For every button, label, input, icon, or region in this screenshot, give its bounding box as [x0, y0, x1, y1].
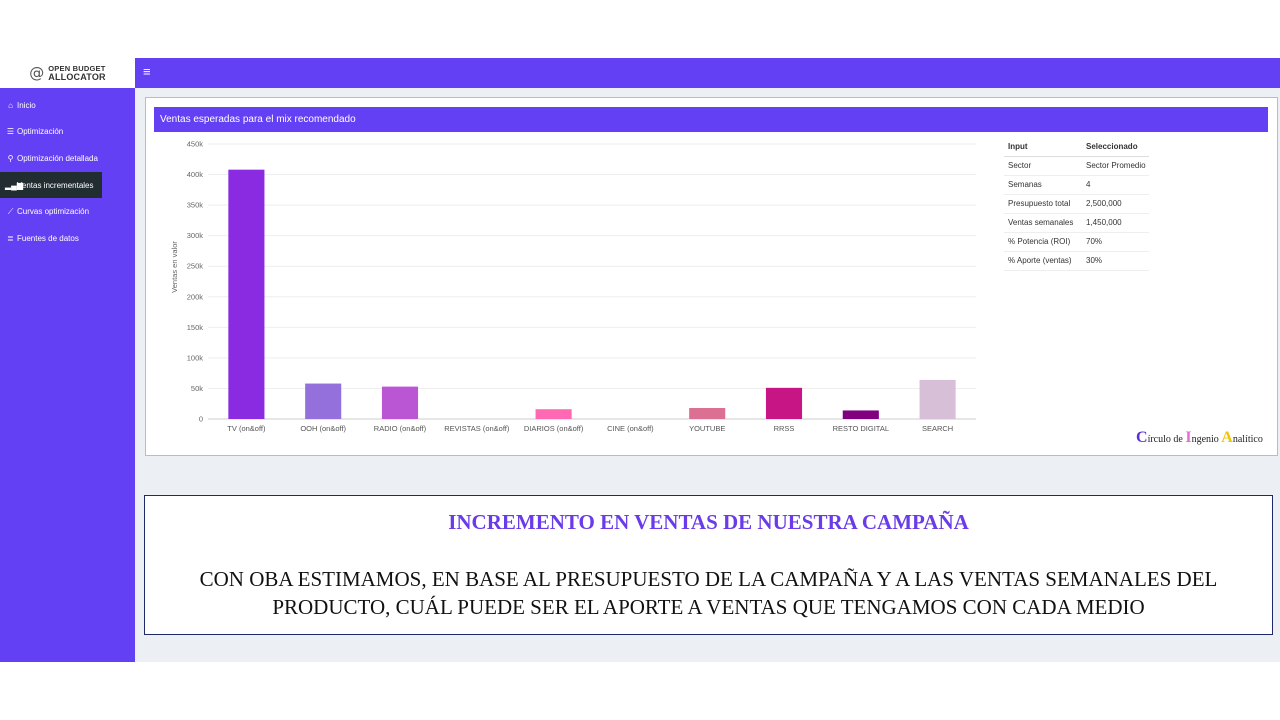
y-tick-label: 400k	[187, 170, 204, 179]
y-tick-label: 300k	[187, 231, 204, 240]
sidebar-item-optimizacion[interactable]: ☰ Optimización	[0, 119, 102, 145]
bar[interactable]	[842, 410, 879, 419]
table-cell: 70%	[1082, 232, 1149, 252]
logo-text: OPEN BUDGET ALLOCATOR	[48, 63, 106, 82]
bar[interactable]	[535, 409, 572, 419]
table-row: % Potencia (ROI) 70%	[1004, 232, 1149, 252]
sidebar-item-label: Ventas incrementales	[17, 180, 94, 190]
sidebar-item-optimizacion-detallada[interactable]: ⚲ Optimización detallada	[0, 145, 102, 171]
table-header-row: Input Seleccionado	[1004, 137, 1149, 157]
search-icon: ⚲	[7, 153, 14, 163]
y-tick-label: 50k	[191, 384, 203, 393]
table-cell: Ventas semanales	[1004, 213, 1082, 233]
bar[interactable]	[228, 169, 265, 419]
y-tick-label: 150k	[187, 323, 204, 332]
y-tick-label: 350k	[187, 201, 204, 210]
sidebar-item-label: Optimización detallada	[17, 153, 98, 163]
top-navbar: ≡	[135, 58, 1280, 88]
app-logo[interactable]: @ OPEN BUDGET ALLOCATOR	[0, 58, 135, 88]
logo-line-1: OPEN BUDGET	[48, 63, 106, 73]
x-tick-label: REVISTAS (on&off)	[444, 424, 510, 433]
x-tick-label: RRSS	[774, 424, 795, 433]
table-cell: 2,500,000	[1082, 194, 1149, 214]
logo-line-2: ALLOCATOR	[48, 71, 106, 82]
y-axis-ticks: 0 50k 100k 150k 200k 250k 300k 350k 400k 450k	[187, 140, 204, 424]
at-logo-icon: @	[29, 64, 45, 82]
x-tick-label: SEARCH	[922, 424, 953, 433]
brand-word-1: írculo de	[1147, 434, 1186, 445]
hamburger-icon[interactable]: ≡	[143, 64, 151, 79]
bar[interactable]	[305, 383, 342, 419]
y-tick-label: 450k	[187, 140, 204, 149]
campaign-callout-box: INCREMENTO EN VENTAS DE NUESTRA CAMPAÑA …	[144, 495, 1273, 635]
y-tick-label: 250k	[187, 262, 204, 271]
bar[interactable]	[919, 379, 956, 419]
table-cell: Sector Promedio	[1082, 156, 1149, 176]
x-tick-label: CINE (on&off)	[607, 424, 654, 433]
brand-letter-a: A	[1221, 429, 1233, 446]
y-tick-label: 100k	[187, 353, 204, 362]
app-shell: @ OPEN BUDGET ALLOCATOR ≡ ⌂ Inicio ☰ Opt…	[0, 58, 1280, 662]
x-tick-label: TV (on&off)	[227, 424, 266, 433]
column-header-input: Input	[1004, 137, 1082, 157]
y-axis-label: Ventas en valor	[170, 241, 179, 293]
table-cell: % Potencia (ROI)	[1004, 232, 1082, 252]
table-cell: 30%	[1082, 251, 1149, 271]
line-chart-icon: ⟋	[7, 206, 14, 216]
sliders-icon: ☰	[6, 127, 15, 137]
table-row: Sector Sector Promedio	[1004, 156, 1149, 176]
brand-letter-i: I	[1185, 429, 1192, 446]
table-cell: 4	[1082, 175, 1149, 195]
table-row: Semanas 4	[1004, 175, 1149, 195]
sidebar-item-label: Optimización	[17, 127, 64, 137]
table-row: Ventas semanales 1,450,000	[1004, 213, 1149, 233]
sidebar-item-label: Inicio	[17, 100, 36, 110]
x-tick-label: RADIO (on&off)	[374, 424, 427, 433]
table-cell: Sector	[1004, 156, 1082, 176]
sidebar-item-fuentes-de-datos[interactable]: ≣ Fuentes de datos	[0, 225, 102, 251]
sidebar-item-label: Curvas optimización	[17, 207, 90, 217]
callout-title: INCREMENTO EN VENTAS DE NUESTRA CAMPAÑA	[448, 510, 969, 534]
bar[interactable]	[689, 408, 726, 419]
expected-sales-bar-chart: 0 50k 100k 150k 200k 250k 300k 350k 400k 450k TV …	[170, 140, 976, 433]
brand-word-3: nalítico	[1232, 434, 1263, 445]
brand-letter-c: C	[1136, 429, 1148, 446]
x-tick-label: RESTO DIGITAL	[833, 424, 889, 433]
x-tick-label: DIARIOS (on&off)	[524, 424, 584, 433]
x-tick-label: YOUTUBE	[689, 424, 725, 433]
y-tick-label: 0	[199, 415, 203, 424]
inputs-table: Input Seleccionado Sector Sector Promedi…	[1004, 137, 1149, 271]
panel-title: Ventas esperadas para el mix recomendado	[154, 107, 1268, 132]
sales-panel: Ventas esperadas para el mix recomendado…	[145, 97, 1278, 456]
sidebar-item-curvas-optimizacion[interactable]: ⟋ Curvas optimización	[0, 199, 102, 225]
sidebar: ⌂ Inicio ☰ Optimización ⚲ Optimización d…	[0, 88, 135, 662]
y-tick-label: 200k	[187, 292, 204, 301]
bar[interactable]	[381, 386, 419, 419]
bar[interactable]	[765, 387, 803, 419]
sidebar-item-inicio[interactable]: ⌂ Inicio	[0, 92, 102, 118]
x-axis-ticks: TV (on&off) OOH (on&off) RADIO (on&off) REV…	[227, 424, 953, 433]
signal-bars-icon: ▂▄▆	[5, 180, 23, 190]
table-cell: % Aporte (ventas)	[1004, 251, 1082, 271]
table-row: Presupuesto total 2,500,000	[1004, 194, 1149, 214]
table-cell: Semanas	[1004, 175, 1082, 195]
column-header-seleccionado: Seleccionado	[1082, 137, 1149, 157]
home-icon: ⌂	[8, 100, 13, 110]
sidebar-item-ventas-incrementales[interactable]: ▂▄▆ Ventas incrementales	[0, 172, 102, 199]
table-cell: Presupuesto total	[1004, 194, 1082, 214]
brand-signature: Círculo de Ingenio Analítico	[1136, 429, 1263, 447]
chart-grid	[208, 143, 976, 420]
callout-body: CON OBA ESTIMAMOS, EN BASE AL PRESUPUEST…	[199, 567, 1218, 619]
sidebar-item-label: Fuentes de datos	[17, 233, 79, 243]
brand-word-2: ngenio	[1191, 434, 1222, 445]
chart-bars	[228, 169, 956, 419]
table-cell: 1,450,000	[1082, 213, 1149, 233]
table-row: % Aporte (ventas) 30%	[1004, 251, 1149, 271]
x-tick-label: OOH (on&off)	[300, 424, 346, 433]
database-icon: ≣	[7, 233, 14, 243]
